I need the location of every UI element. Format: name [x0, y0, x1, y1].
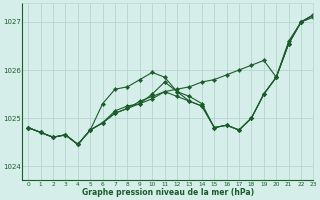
X-axis label: Graphe pression niveau de la mer (hPa): Graphe pression niveau de la mer (hPa): [82, 188, 254, 197]
